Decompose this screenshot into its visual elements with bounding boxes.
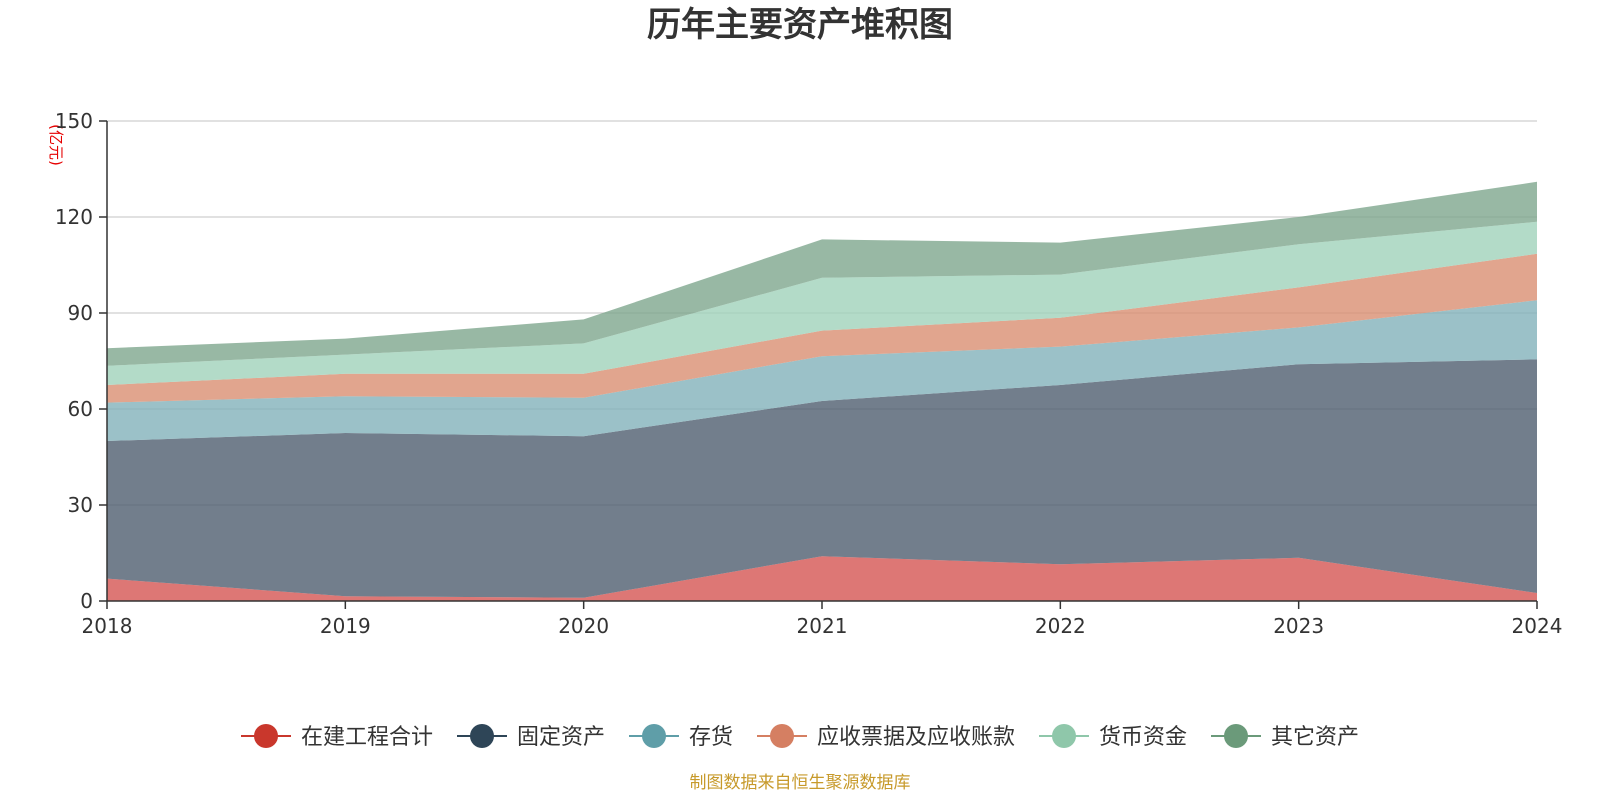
legend-marker — [770, 724, 794, 748]
y-tick-label: 90 — [68, 301, 93, 325]
legend-item[interactable]: 应收票据及应收账款 — [757, 724, 1015, 750]
legend-marker — [1052, 724, 1076, 748]
y-unit-label: (亿元) — [47, 124, 65, 166]
legend-marker — [254, 724, 278, 748]
area-4 — [107, 253, 1537, 403]
legend-label: 存货 — [689, 725, 733, 750]
legend-label: 其它资产 — [1271, 725, 1359, 750]
y-tick-label: 120 — [55, 205, 93, 229]
x-tick-label: 2020 — [558, 614, 609, 638]
axes — [99, 120, 1538, 609]
y-tick-label: 60 — [68, 397, 93, 421]
area-5 — [107, 221, 1537, 385]
area-3 — [107, 300, 1537, 441]
x-tick-label: 2021 — [797, 614, 848, 638]
area-1 — [107, 556, 1537, 601]
x-tick-label: 2018 — [82, 614, 133, 638]
x-tick-label: 2023 — [1273, 614, 1324, 638]
legend-marker — [642, 724, 666, 748]
data-source-note: 制图数据来自恒生聚源数据库 — [690, 773, 911, 793]
area-6 — [107, 181, 1537, 366]
y-tick-label: 0 — [80, 589, 93, 613]
area-2 — [107, 359, 1537, 598]
area-series — [107, 181, 1537, 601]
legend-label: 在建工程合计 — [301, 725, 433, 750]
chart-title: 历年主要资产堆积图 — [647, 5, 953, 45]
legend: 在建工程合计 固定资产 存货 应收票据及应收账款 货币资金 其它资产 — [241, 724, 1359, 750]
legend-item[interactable]: 固定资产 — [457, 724, 605, 750]
y-tick-label: 30 — [68, 493, 93, 517]
legend-item[interactable]: 存货 — [629, 724, 733, 750]
y-tick-label: 150 — [55, 109, 93, 133]
legend-marker — [1224, 724, 1248, 748]
tick-labels: 0 30 60 90 120 150 2018 2019 2020 2021 2022 2023 202… — [55, 109, 1563, 638]
legend-label: 货币资金 — [1099, 725, 1187, 750]
legend-item[interactable]: 货币资金 — [1039, 724, 1187, 750]
legend-item[interactable]: 其它资产 — [1211, 724, 1359, 750]
legend-marker — [470, 724, 494, 748]
legend-label: 应收票据及应收账款 — [817, 725, 1015, 750]
x-tick-label: 2024 — [1512, 614, 1563, 638]
legend-label: 固定资产 — [517, 725, 605, 750]
x-tick-label: 2019 — [320, 614, 371, 638]
legend-item[interactable]: 在建工程合计 — [241, 724, 433, 750]
x-tick-label: 2022 — [1035, 614, 1086, 638]
